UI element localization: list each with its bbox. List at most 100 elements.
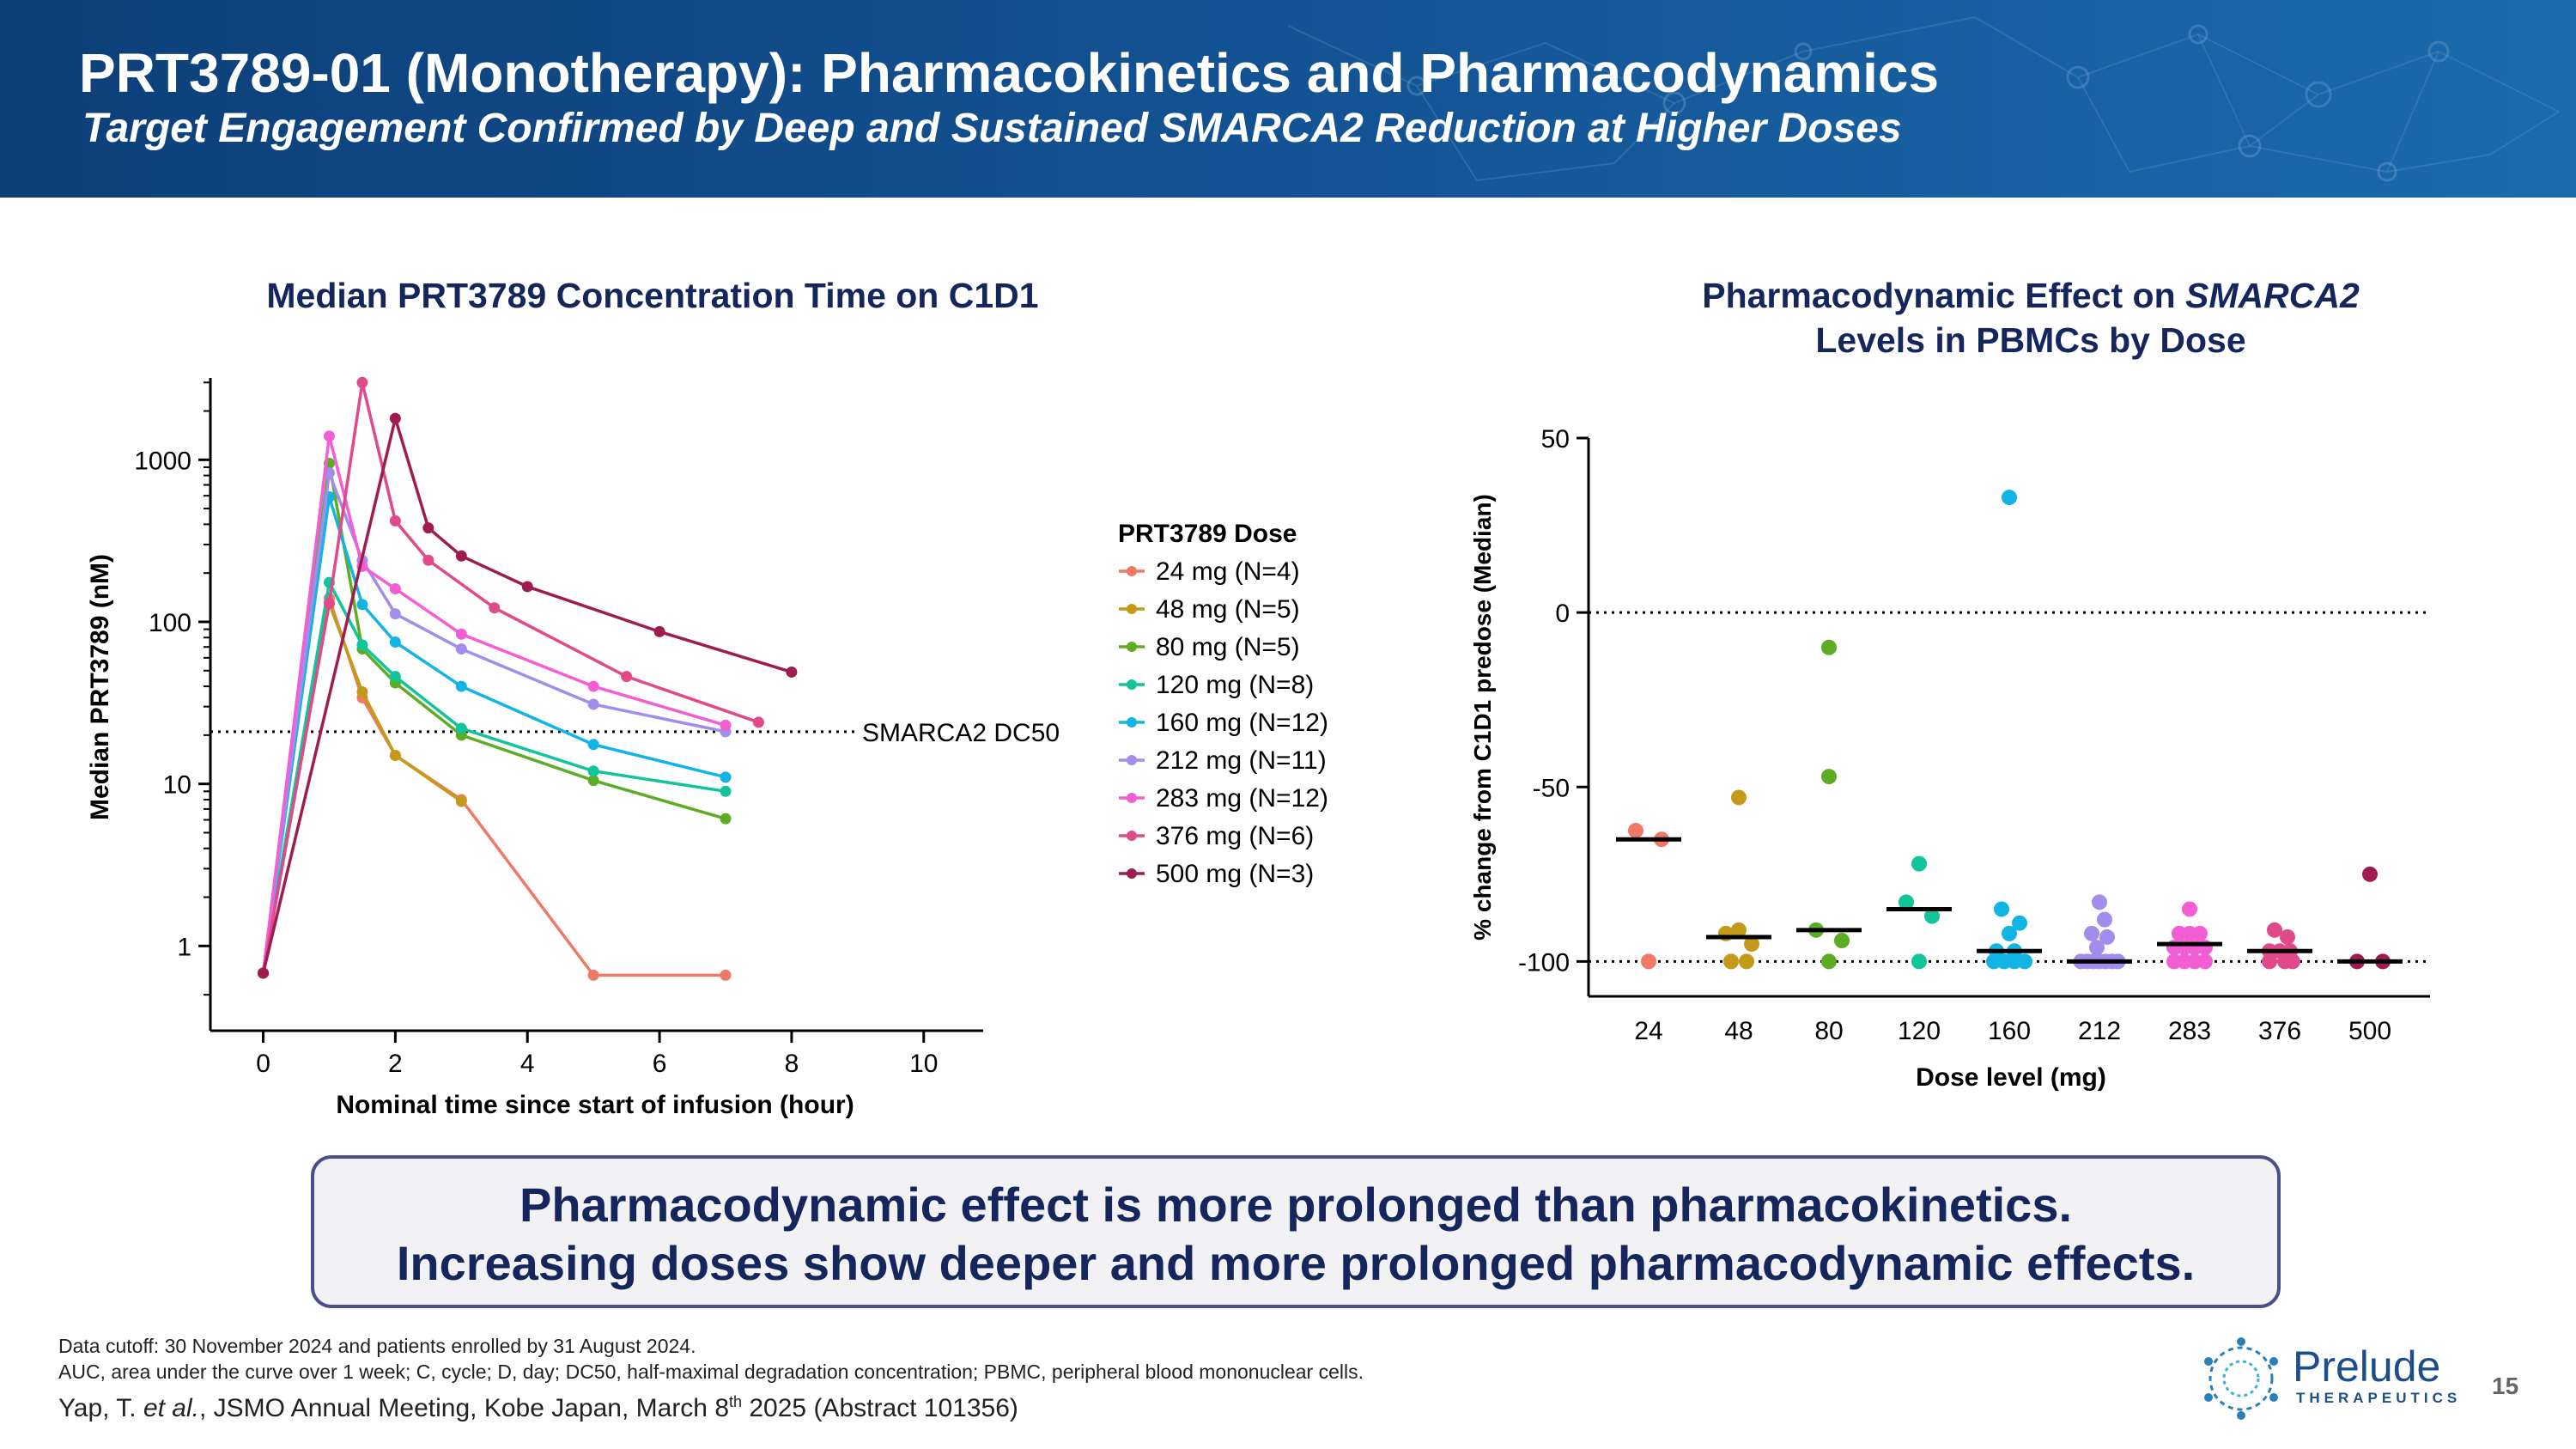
pd-data-point	[2099, 928, 2115, 945]
pd-chart-title: Pharmacodynamic Effect on SMARCA2 Levels…	[1546, 273, 2516, 362]
pk-data-point	[587, 739, 599, 751]
pk-data-point	[422, 554, 434, 566]
pk-x-axis-label: Nominal time since start of infusion (ho…	[336, 1091, 854, 1119]
pd-data-point	[1911, 953, 1927, 970]
pk-x-tick-label: 6	[653, 1050, 667, 1078]
legend-label: 160 mg (N=12)	[1156, 709, 1328, 737]
page-number: 15	[2492, 1373, 2519, 1399]
pk-data-point	[720, 771, 732, 783]
pd-data-point	[1628, 823, 1643, 839]
pk-data-point	[455, 550, 467, 562]
pk-data-point	[356, 639, 368, 651]
pk-x-tick-label: 8	[785, 1050, 799, 1078]
ref-superscript: th	[729, 1393, 743, 1410]
pk-series	[258, 376, 764, 979]
legend-label: 500 mg (N=3)	[1156, 860, 1314, 888]
pk-series-line	[261, 597, 463, 974]
pk-data-point	[422, 522, 434, 534]
pk-data-point	[521, 581, 533, 593]
pk-data-point	[455, 643, 467, 655]
pk-data-point	[389, 412, 401, 424]
pk-data-point	[455, 628, 467, 640]
legend-item: 24 mg (N=4)	[1119, 557, 1300, 586]
pd-y-tick-label: 50	[1541, 425, 1570, 454]
pd-y-tick-label: -50	[1533, 774, 1570, 802]
pd-dose-group	[1986, 490, 2032, 970]
pd-data-point	[1821, 769, 1837, 785]
pd-scatter-chart: 500-50-100 24 48 80 120 160 212 283 376 500 % ch…	[1469, 425, 2430, 1092]
legend-item: 160 mg (N=12)	[1119, 709, 1328, 737]
pd-data-point	[2002, 490, 2017, 506]
legend-label: 283 mg (N=12)	[1156, 784, 1328, 813]
pd-data-point	[1821, 953, 1837, 970]
pk-data-point	[587, 765, 599, 777]
pk-chart-title: Median PRT3789 Concentration Time on C1D…	[266, 276, 1039, 315]
pk-line-chart: 1 10 100 1000 0 2 4 6 8 10 SMARCA2 DC50 Median P…	[86, 376, 1328, 1119]
footnote-abbreviations: AUC, area under the curve over 1 week; C…	[58, 1361, 1364, 1383]
pd-data-point	[1821, 639, 1837, 655]
pd-title-text: Pharmacodynamic Effect on	[1702, 276, 2186, 315]
pk-data-point	[389, 671, 401, 683]
pk-y-tick-label: 1000	[134, 447, 191, 475]
pd-y-tick-label: 0	[1555, 600, 1570, 628]
pd-data-point	[1911, 855, 1927, 872]
legend-item: 80 mg (N=5)	[1119, 633, 1300, 661]
pd-data-point	[1834, 933, 1850, 948]
pk-data-point	[455, 680, 467, 692]
pk-data-point	[389, 749, 401, 761]
pk-x-tick-label: 10	[909, 1050, 938, 1078]
company-tagline: THERAPEUTICS	[2296, 1390, 2462, 1406]
pk-data-point	[389, 514, 401, 527]
pk-series	[258, 491, 732, 979]
legend-item: 283 mg (N=12)	[1119, 784, 1328, 813]
pd-data-point	[1994, 901, 2009, 917]
legend-label: 48 mg (N=5)	[1156, 595, 1300, 624]
pk-data-point	[786, 666, 798, 678]
pd-data-point	[2362, 866, 2378, 882]
pd-data-point	[2267, 922, 2282, 938]
page-title: PRT3789-01 (Monotherapy): Pharmacokineti…	[79, 42, 1940, 104]
pk-data-point	[621, 671, 633, 683]
pk-y-tick-label: 100	[149, 609, 191, 637]
page-subtitle: Target Engagement Confirmed by Deep and …	[82, 106, 1902, 151]
dc50-label: SMARCA2 DC50	[862, 719, 1060, 747]
pd-y-tick-label: -100	[1518, 948, 1570, 977]
pd-data-point	[2192, 925, 2208, 941]
pd-data-point	[1731, 922, 1747, 938]
legend-label: 212 mg (N=11)	[1156, 746, 1327, 775]
pd-data-point	[2182, 901, 2197, 917]
pd-dose-group	[2166, 901, 2213, 970]
legend-swatch-dot	[1127, 604, 1137, 614]
callout-line-2: Increasing doses show deeper and more pr…	[396, 1236, 2196, 1290]
pd-dose-group	[2073, 894, 2126, 970]
pk-data-point	[720, 969, 732, 981]
pk-series-line	[261, 577, 726, 974]
pk-y-axis-label: Median PRT3789 (nM)	[86, 554, 114, 820]
pd-data-point	[2089, 940, 2105, 956]
pd-x-tick-label: 283	[2168, 1017, 2211, 1045]
pk-series-line	[261, 381, 760, 974]
network-background-pattern	[1287, 16, 2560, 182]
pd-data-point	[2262, 953, 2277, 970]
legend-swatch-dot	[1127, 679, 1137, 690]
pk-series-line	[261, 472, 726, 974]
pk-data-point	[489, 602, 501, 614]
pk-series-line	[261, 435, 726, 974]
pd-dose-group	[2349, 866, 2391, 970]
pk-data-point	[356, 599, 368, 611]
prelude-logo-icon	[2204, 1337, 2278, 1420]
pk-x-tick-label: 0	[256, 1050, 270, 1078]
legend-item: 212 mg (N=11)	[1119, 746, 1327, 775]
pk-x-tick-label: 4	[520, 1050, 535, 1078]
legend-title: PRT3789 Dose	[1118, 520, 1297, 548]
pk-series-line	[261, 496, 726, 974]
pk-data-point	[323, 597, 335, 609]
legend-swatch-dot	[1127, 566, 1137, 576]
legend-item: 120 mg (N=8)	[1119, 671, 1314, 699]
pd-y-axis-label: % change from C1D1 predose (Median)	[1469, 494, 1496, 941]
pd-x-axis-label: Dose level (mg)	[1916, 1063, 2106, 1092]
pd-title-gene: SMARCA2	[2185, 276, 2360, 315]
legend-swatch-dot	[1127, 755, 1137, 765]
pk-y-tick-label: 10	[163, 771, 191, 800]
key-takeaway-callout: Pharmacodynamic effect is more prolonged…	[311, 1155, 2281, 1308]
